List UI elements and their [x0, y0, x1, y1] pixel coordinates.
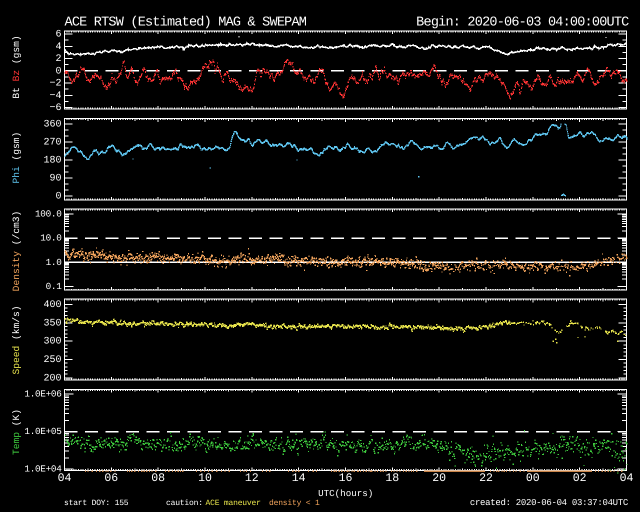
svg-text:08: 08 [151, 472, 165, 485]
svg-text:Phi (gsm): Phi (gsm) [11, 132, 22, 184]
svg-text:Speed (km/s): Speed (km/s) [11, 305, 22, 374]
svg-text:−6: −6 [49, 103, 61, 114]
svg-text:start DOY: 155: start DOY: 155 [64, 499, 129, 508]
svg-text:UTC(hours): UTC(hours) [318, 488, 373, 499]
svg-text:1.0E+05: 1.0E+05 [24, 426, 61, 437]
svg-text:6: 6 [55, 30, 61, 41]
svg-text:Density (/cm3): Density (/cm3) [11, 211, 22, 292]
svg-text:0: 0 [55, 66, 61, 77]
svg-text:06: 06 [104, 472, 118, 485]
svg-text:250: 250 [43, 355, 61, 366]
svg-text:1.0E+04: 1.0E+04 [24, 464, 62, 475]
svg-text:10: 10 [198, 472, 212, 485]
svg-text:2: 2 [55, 54, 61, 65]
svg-text:300: 300 [43, 337, 61, 348]
svg-text:180: 180 [43, 156, 61, 167]
svg-text:caution:: caution: [166, 499, 203, 508]
svg-text:4: 4 [55, 42, 61, 53]
svg-text:ACE maneuver: ACE maneuver [206, 499, 262, 508]
svg-text:14: 14 [292, 472, 306, 485]
svg-text:−4: −4 [49, 91, 61, 102]
svg-text:20: 20 [432, 472, 446, 485]
svg-text:density < 1: density < 1 [269, 499, 320, 508]
svg-text:Begin: 2020-06-03 04:00:00UTC: Begin: 2020-06-03 04:00:00UTC [416, 16, 629, 31]
svg-text:350: 350 [43, 318, 61, 329]
svg-text:90: 90 [49, 174, 61, 185]
svg-text:400: 400 [43, 300, 61, 311]
svg-text:12: 12 [245, 472, 259, 485]
svg-text:1.0: 1.0 [46, 257, 62, 268]
svg-text:created: 2020-06-04 03:37:04UT: created: 2020-06-04 03:37:04UTC [470, 498, 629, 508]
svg-text:02: 02 [573, 472, 587, 485]
svg-text:10.0: 10.0 [40, 233, 61, 244]
svg-text:18: 18 [385, 472, 399, 485]
svg-text:100.0: 100.0 [35, 209, 62, 220]
svg-text:1.0E+06: 1.0E+06 [24, 389, 61, 400]
svg-text:0.1: 0.1 [46, 281, 63, 292]
svg-text:16: 16 [339, 472, 353, 485]
svg-text:04: 04 [620, 472, 634, 485]
svg-text:Temp (K): Temp (K) [11, 409, 22, 455]
svg-text:200: 200 [43, 373, 61, 384]
svg-text:ACE RTSW (Estimated) MAG & SWE: ACE RTSW (Estimated) MAG & SWEPAM [65, 16, 307, 31]
svg-text:270: 270 [43, 138, 61, 149]
svg-text:22: 22 [479, 472, 493, 485]
svg-text:360: 360 [43, 120, 61, 131]
svg-text:Bt Bz (gsm): Bt Bz (gsm) [11, 35, 22, 98]
svg-text:04: 04 [58, 472, 72, 485]
svg-text:−2: −2 [49, 79, 61, 90]
svg-text:0: 0 [55, 191, 61, 202]
svg-text:00: 00 [526, 472, 540, 485]
